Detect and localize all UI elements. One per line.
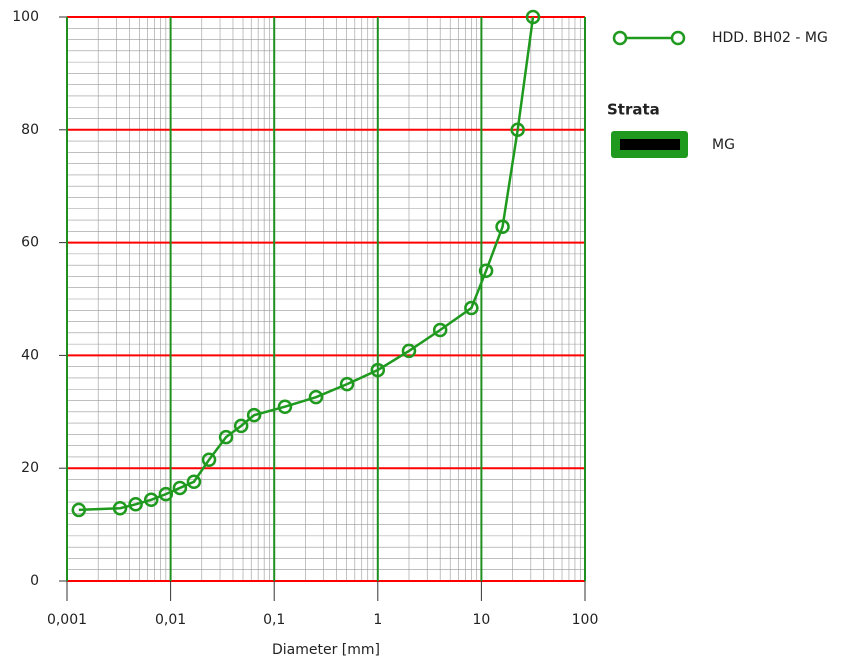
data-point <box>401 343 417 359</box>
legend-marker <box>670 30 686 46</box>
data-point <box>233 418 249 434</box>
data-point <box>71 502 87 518</box>
data-point <box>510 122 525 138</box>
data-point <box>143 492 159 508</box>
data-point <box>218 429 234 445</box>
data-point <box>112 500 128 516</box>
data-point <box>495 219 510 235</box>
data-point <box>370 362 386 378</box>
y-tick-label: 60 <box>21 235 39 251</box>
x-tick-label: 0,01 <box>155 612 186 628</box>
y-tick-label: 80 <box>21 122 39 138</box>
x-tick-label: 1 <box>373 612 382 628</box>
x-tick-label: 0,1 <box>263 612 285 628</box>
data-point <box>432 322 448 338</box>
y-tick-label: 20 <box>21 460 39 476</box>
data-point <box>158 486 174 502</box>
strata-title: Strata <box>607 101 660 119</box>
x-tick-label: 0,001 <box>47 612 87 628</box>
x-axis-label: Diameter [mm] <box>272 642 380 658</box>
strata-label: MG <box>712 137 735 153</box>
series-line <box>78 16 535 512</box>
y-tick-label: 0 <box>30 573 39 589</box>
data-point <box>525 9 541 25</box>
data-point <box>478 263 494 279</box>
data-point <box>246 407 262 423</box>
data-point <box>339 376 355 392</box>
y-tick-label: 40 <box>21 347 39 363</box>
legend-marker <box>612 30 628 46</box>
data-point <box>201 452 217 467</box>
data-point <box>128 497 143 512</box>
data-point <box>186 474 202 489</box>
data-point <box>464 300 479 316</box>
strata-swatch-inner <box>620 139 680 150</box>
data-point <box>277 399 293 414</box>
data-point <box>172 480 188 496</box>
data-point <box>308 389 324 405</box>
y-tick-label: 100 <box>12 9 39 25</box>
legend-label: HDD. BH02 - MG <box>712 30 828 46</box>
x-tick-label: 100 <box>572 612 599 628</box>
x-tick-label: 10 <box>472 612 490 628</box>
